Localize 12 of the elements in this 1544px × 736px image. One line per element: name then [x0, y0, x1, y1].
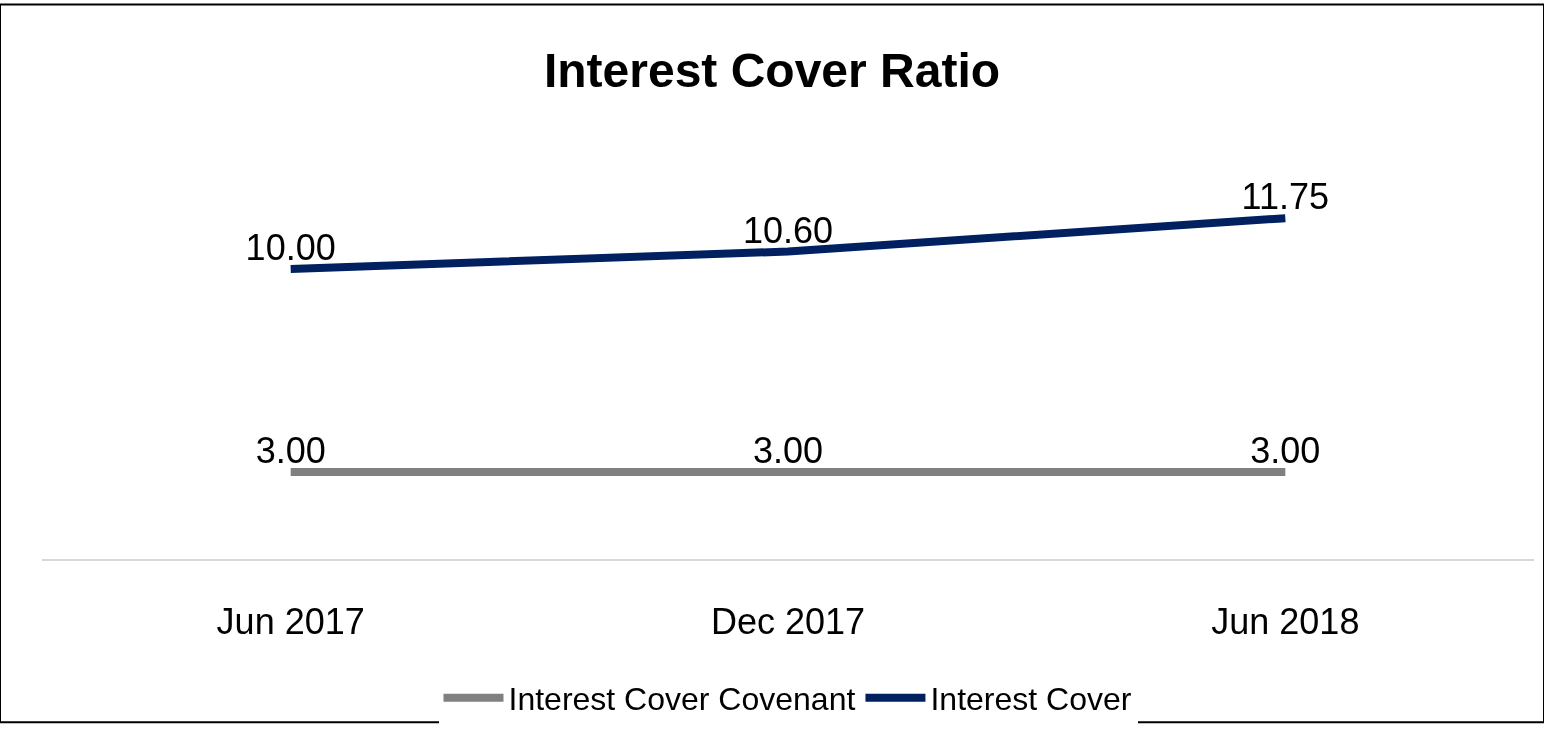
chart-title: Interest Cover Ratio — [543, 43, 1001, 97]
data-label: 3.00 — [752, 429, 824, 471]
legend-label: Interest Cover Covenant — [508, 681, 856, 718]
data-label: 11.75 — [1241, 176, 1330, 218]
x-tick-label: Dec 2017 — [710, 601, 866, 643]
data-label: 10.60 — [742, 209, 834, 251]
data-label: 10.00 — [245, 226, 336, 268]
legend-label: Interest Cover — [930, 681, 1132, 718]
data-label: 3.00 — [255, 429, 326, 471]
x-tick-label: Jun 2017 — [216, 601, 365, 643]
x-tick-label: Jun 2018 — [1211, 601, 1360, 643]
data-label: 3.00 — [1250, 429, 1321, 471]
